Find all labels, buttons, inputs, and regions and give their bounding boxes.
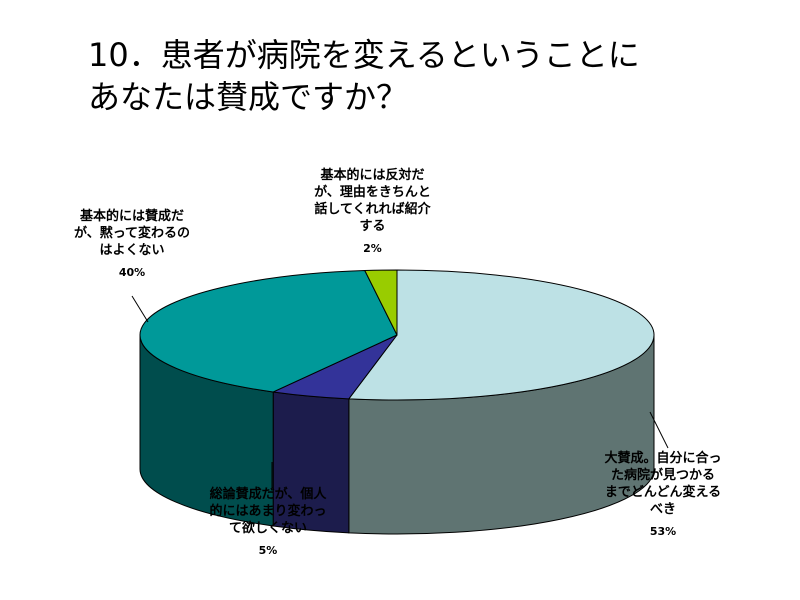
label-line: 大賛成。自分に合っ — [604, 451, 722, 466]
label-line: が、黙って変わるの — [73, 226, 191, 241]
slice-value-label: 40% — [118, 266, 146, 279]
label-line: する — [359, 219, 386, 234]
label-line: までどんどん変える — [604, 485, 722, 500]
label-line: はよくない — [99, 243, 165, 258]
label-line: が、理由をきちんと — [314, 185, 431, 200]
slice-label-strongly-agree: 大賛成。自分に合っ た病院が見つかる までどんどん変える べき 53% — [578, 450, 748, 540]
label-line: 総論賛成だが、個人 — [209, 487, 327, 502]
leader-line-2 — [131, 295, 149, 323]
label-line: 的にはあまり変わっ — [209, 504, 327, 519]
pie-slice-0 — [347, 269, 655, 401]
label-line: 基本的には反対だ — [320, 168, 425, 183]
slice-label-general-agree: 総論賛成だが、個人 的にはあまり変わっ て欲しくない 5% — [188, 486, 348, 559]
title-line-2: あなたは賛成ですか？ — [88, 78, 409, 116]
label-line: 基本的には賛成だ — [79, 209, 184, 224]
label-line: た病院が見つかる — [610, 468, 715, 483]
label-line: 話してくれれば紹介 — [314, 202, 431, 217]
title-line-1: 10．患者が病院を変えるということに — [88, 36, 640, 74]
leader-line-0 — [649, 411, 669, 449]
slide-title: 10．患者が病院を変えるということに あなたは賛成ですか？ — [88, 34, 788, 118]
slice-value-label: 2% — [363, 242, 382, 255]
slice-label-basic-oppose: 基本的には反対だ が、理由をきちんと 話してくれれば紹介 する 2% — [290, 167, 455, 257]
label-line: て欲しくない — [228, 521, 307, 536]
pie-slice-2 — [139, 270, 398, 393]
pie-slice-3 — [363, 269, 398, 336]
slice-label-basic-agree: 基本的には賛成だ が、黙って変わるの はよくない 40% — [52, 208, 212, 281]
slice-value-label: 53% — [649, 525, 677, 538]
slice-value-label: 5% — [258, 544, 278, 557]
label-line: べき — [649, 502, 676, 517]
